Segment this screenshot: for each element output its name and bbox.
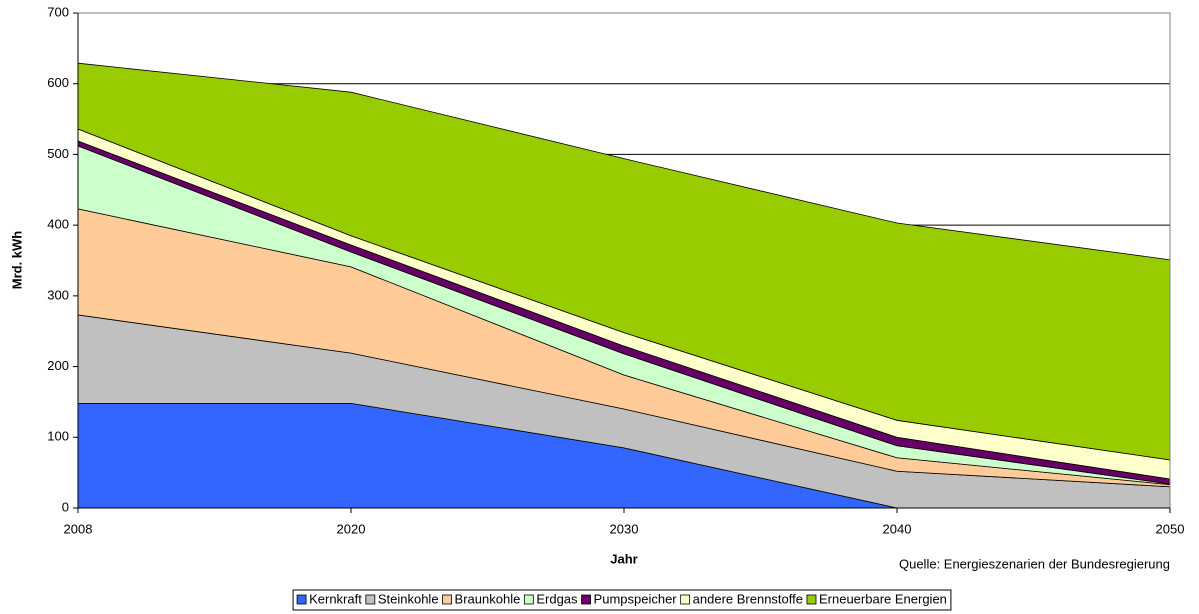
legend-label: Braunkohle [455,591,521,606]
legend-box [292,589,952,611]
y-tick-label: 0 [62,499,69,514]
legend-label: Pumpspeicher [594,591,678,606]
legend-swatch [581,594,591,605]
legend-swatch [442,594,452,605]
legend-label: Kernkraft [309,591,362,606]
legend-swatch [523,594,534,605]
x-tick-label: 2030 [610,521,639,536]
y-tick-label: 400 [47,217,69,232]
y-tick-label: 200 [47,358,69,373]
legend-label: Erdgas [536,591,578,606]
x-axis-title: Jahr [610,551,637,566]
legend-label: andere Brennstoffe [693,591,803,606]
y-tick-label: 600 [47,75,69,90]
legend: Kernkraft Steinkohle Braunkohle Erdgas Pumps… [292,589,952,611]
y-tick-label: 100 [47,429,69,444]
legend-swatch [365,594,376,605]
legend-swatch [296,594,307,605]
x-tick-label: 2020 [337,521,366,536]
x-tick-label: 2050 [1156,521,1185,536]
y-tick-label: 500 [47,146,69,161]
legend-label: Steinkohle [378,591,439,606]
x-tick-label: 2008 [64,521,93,536]
legend-label: Erneuerbare Energien [819,591,947,606]
y-tick-label: 300 [47,287,69,302]
legend-swatch [806,594,817,605]
legend-swatch [680,594,691,605]
x-tick-label: 2040 [883,521,912,536]
y-axis-title: Mrd. kWh [9,231,24,290]
y-tick-label: 700 [47,4,69,19]
source-note: Quelle: Energieszenarien der Bundesregie… [899,556,1170,571]
